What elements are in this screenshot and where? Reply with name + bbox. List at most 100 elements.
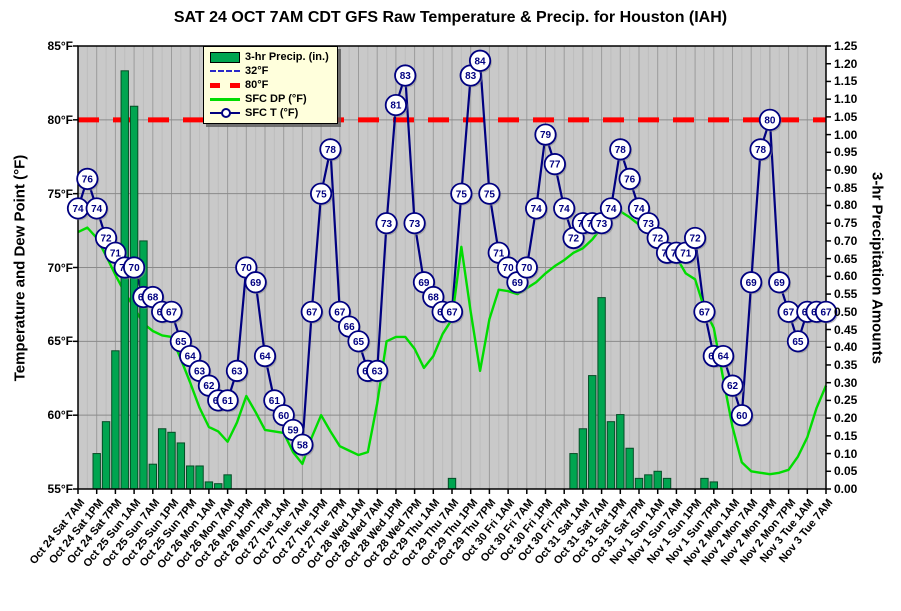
y-right-tick-label: 0.70	[834, 233, 858, 248]
temperature-marker	[712, 344, 735, 368]
y-right-tick-label: 0.05	[834, 464, 858, 479]
y-right-tick-label: 1.20	[834, 56, 858, 71]
temperature-marker	[319, 138, 342, 161]
legend: 3-hr Precip. (in.) 32°F 80°F SFC DP (°F) SFC…	[203, 46, 338, 124]
temperature-marker	[730, 404, 753, 427]
temperature-marker-value: 73	[381, 219, 393, 230]
temperature-marker-value: 67	[783, 307, 795, 318]
y-right-tick-label: 0.30	[834, 375, 858, 390]
y-left-tick-label: 55°F	[47, 482, 73, 496]
precip-bar	[578, 428, 588, 490]
temperature-marker-value: 70	[503, 263, 515, 274]
precip-bar	[569, 453, 578, 490]
precip-bar	[700, 477, 709, 490]
temperature-marker	[366, 359, 389, 382]
temperature-marker-value: 69	[250, 278, 262, 289]
temperature-marker	[253, 344, 277, 368]
temperature-marker-value: 73	[643, 219, 655, 230]
temperature-marker	[683, 226, 707, 250]
precip-bar	[214, 483, 223, 490]
temperature-marker	[300, 300, 323, 323]
temperature-marker	[450, 182, 473, 205]
temperature-marker-value: 65	[175, 337, 187, 348]
precip-bar	[616, 414, 625, 490]
y-right-tick-label: 0.55	[834, 287, 858, 302]
temperature-marker-value: 74	[559, 204, 571, 215]
y-left-tick-label: 65°F	[47, 334, 73, 349]
temperature-marker	[440, 300, 464, 323]
legend-item: SFC DP (°F)	[210, 92, 329, 106]
plot-border	[77, 45, 827, 490]
temperature-marker-value: 65	[353, 337, 365, 348]
y-right-tick-label: 1.10	[834, 92, 858, 107]
y-right-tick-label: 0.85	[834, 180, 858, 195]
temperature-marker-value: 71	[110, 248, 122, 259]
temperature-marker-value: 75	[484, 189, 496, 200]
line-swatch-icon	[210, 97, 240, 101]
temperature-marker-value: 72	[690, 234, 702, 245]
temperature-marker-value: 80	[764, 115, 776, 126]
temperature-marker	[403, 212, 426, 235]
legend-swatch-line	[210, 97, 240, 101]
temperature-marker	[553, 197, 576, 220]
precip-bar	[157, 428, 167, 490]
precip-bar	[447, 477, 457, 490]
y-left-tick-label: 75°F	[47, 186, 73, 201]
temperature-marker-value: 67	[820, 307, 832, 318]
precip-bar	[167, 431, 176, 490]
dash-thin-swatch-icon	[210, 70, 240, 72]
precip-bar	[92, 453, 101, 490]
temperature-marker	[375, 212, 398, 235]
temperature-marker-icon	[221, 108, 231, 118]
y-right-tick-label: 0.75	[834, 216, 858, 231]
temperature-marker	[749, 138, 772, 161]
temperature-marker-value: 69	[746, 278, 758, 289]
temperature-marker-value: 83	[465, 71, 477, 82]
temperature-marker	[309, 182, 333, 205]
legend-item: 3-hr Precip. (in.)	[210, 50, 329, 64]
precip-bar	[223, 474, 232, 490]
temperature-marker	[76, 167, 99, 190]
temperature-marker-value: 81	[390, 101, 402, 112]
temperature-marker	[599, 197, 623, 220]
y-axis-right-title: 3-hr Precipitation Amounts	[868, 172, 886, 364]
temperature-marker-value: 74	[91, 204, 103, 215]
precip-bar	[148, 463, 158, 490]
temperature-marker	[534, 123, 557, 146]
precip-bar	[644, 474, 653, 490]
legend-label: SFC T (°F)	[245, 107, 299, 119]
temperature-marker-value: 64	[718, 352, 730, 363]
temperature-marker-value: 63	[194, 366, 206, 377]
temperature-marker-value: 76	[624, 175, 636, 186]
precip-bar-swatch-icon	[210, 51, 240, 63]
temperature-marker-value: 64	[259, 352, 271, 363]
temperature-marker-value: 67	[334, 307, 346, 318]
temperature-marker-value: 75	[316, 189, 328, 200]
temperature-marker	[525, 197, 548, 220]
legend-label: 32°F	[245, 65, 269, 77]
temperature-marker	[347, 330, 370, 353]
precip-bar	[195, 465, 204, 490]
legend-label: SFC DP (°F)	[245, 93, 307, 105]
temperature-marker-value: 73	[409, 219, 421, 230]
temperature-marker-value: 75	[456, 189, 468, 200]
temperature-marker	[693, 300, 716, 323]
temperature-marker-value: 61	[269, 396, 281, 407]
temperature-marker	[394, 64, 417, 87]
temperature-marker-value: 68	[428, 293, 440, 304]
legend-item: 32°F	[210, 64, 329, 78]
temperature-marker	[244, 271, 267, 294]
temperature-marker-value: 70	[129, 263, 141, 274]
temperature-marker-value: 83	[400, 71, 412, 82]
y-right-tick-label: 0.00	[834, 482, 858, 496]
temperature-marker	[609, 138, 632, 161]
temperature-marker	[123, 256, 146, 279]
temperature-marker-value: 78	[325, 145, 337, 156]
temperature-marker-value: 61	[222, 396, 234, 407]
legend-swatch-dash-thin	[210, 70, 240, 72]
temperature-marker-value: 73	[596, 219, 608, 230]
temperature-marker	[543, 153, 566, 176]
temperature-marker-value: 77	[549, 160, 561, 171]
temperature-marker	[758, 108, 782, 131]
